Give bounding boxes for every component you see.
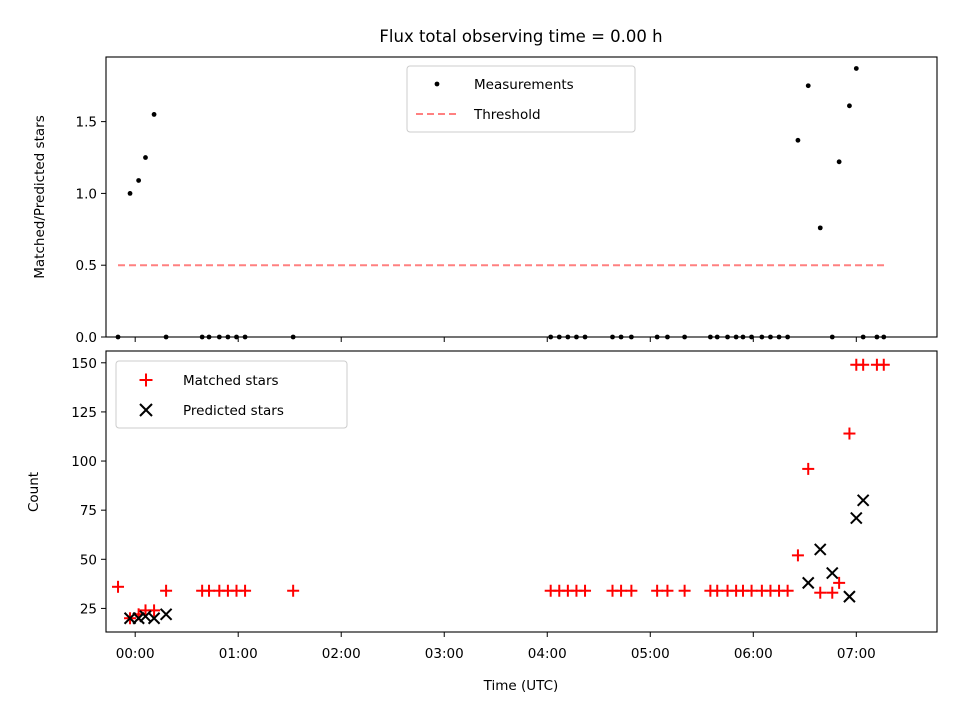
top-plot-marks — [115, 66, 888, 340]
matched-star-point — [203, 584, 216, 597]
x-tick-label: 05:00 — [631, 646, 670, 662]
matched-stars-legend-label: Matched stars — [183, 373, 279, 389]
measurement-point — [795, 137, 801, 143]
matched-star-point — [877, 358, 890, 371]
measurements-legend-label: Measurements — [474, 77, 574, 93]
matched-star-point — [661, 584, 674, 597]
top-y-tick-label: 0.0 — [76, 330, 97, 346]
bottom-y-tick-label: 75 — [80, 503, 97, 519]
matched-star-point — [239, 584, 252, 597]
matched-star-point — [651, 584, 664, 597]
top-plot: 0.0 0.5 1.0 1.5 Matched/Predicted stars Mea… — [32, 56, 938, 346]
top-legend-box — [406, 65, 636, 133]
matched-star-point — [781, 584, 794, 597]
measurement-point — [136, 178, 142, 183]
x-tick-label: 00:00 — [116, 646, 155, 662]
bottom-legend-box — [115, 360, 348, 429]
bottom-plot-y-ticks: 25 50 75 100 125 150 — [71, 356, 106, 617]
top-plot-y-ticks: 0.0 0.5 1.0 1.5 — [76, 115, 106, 346]
matched-star-point — [678, 584, 691, 597]
top-plot-x-ticks — [134, 337, 857, 342]
measurements-legend-marker — [434, 81, 440, 87]
top-y-tick-label: 1.0 — [76, 186, 97, 202]
top-plot-legend: Measurements Threshold — [406, 65, 636, 133]
matched-star-point — [857, 358, 870, 371]
top-plot-y-axis-label: Matched/Predicted stars — [32, 115, 48, 278]
matched-star-point — [843, 427, 856, 440]
matched-star-point — [802, 462, 815, 475]
predicted-star-point — [147, 612, 161, 625]
matched-star-point — [711, 584, 724, 597]
top-y-tick-label: 0.5 — [76, 258, 97, 274]
matched-star-point — [814, 586, 827, 599]
measurement-point — [127, 191, 133, 196]
measurement-point — [143, 155, 148, 160]
bottom-plot-frame — [105, 350, 938, 633]
x-tick-label: 06:00 — [734, 646, 773, 662]
matched-stars-legend-marker — [139, 373, 153, 387]
matched-star-point — [745, 584, 758, 597]
top-plot-frame — [105, 56, 938, 338]
x-axis-label: Time (UTC) — [483, 678, 559, 694]
threshold-legend-label: Threshold — [473, 107, 541, 123]
bottom-y-tick-label: 25 — [80, 601, 97, 617]
matched-star-point — [791, 549, 804, 562]
measurement-point — [151, 112, 157, 117]
bottom-plot: 25 50 75 100 125 150 00:00 01:00 02:00 03:00 04:0… — [26, 350, 938, 694]
predicted-star-point — [802, 576, 815, 590]
figure-title: Flux total observing time = 0.00 h — [379, 27, 662, 46]
matched-star-point — [579, 584, 592, 597]
top-y-tick-label: 1.5 — [76, 115, 97, 131]
matched-star-point — [160, 584, 173, 597]
predicted-star-point — [843, 590, 856, 603]
bottom-plot-x-ticks: 00:00 01:00 02:00 03:00 04:00 05:00 06:00 07:00 — [116, 632, 876, 662]
matched-star-point — [625, 584, 638, 597]
predicted-star-point — [850, 511, 863, 525]
predicted-star-point — [814, 543, 827, 556]
matched-star-point — [615, 584, 628, 597]
x-tick-label: 01:00 — [219, 646, 258, 662]
x-tick-label: 02:00 — [322, 646, 361, 662]
predicted-stars-legend-label: Predicted stars — [183, 403, 284, 419]
bottom-y-tick-label: 125 — [71, 405, 97, 421]
x-tick-label: 04:00 — [528, 646, 567, 662]
x-tick-label: 07:00 — [837, 646, 876, 662]
predicted-star-point — [826, 566, 839, 580]
x-tick-label: 03:00 — [425, 646, 464, 662]
matched-star-point — [833, 576, 846, 589]
measurement-point — [853, 66, 859, 71]
predicted-stars-legend-marker — [139, 403, 153, 417]
bottom-plot-y-axis-label: Count — [26, 472, 42, 512]
matched-star-point — [112, 580, 125, 593]
bottom-plot-legend: Matched stars Predicted stars — [115, 360, 348, 429]
matched-star-point — [826, 586, 839, 599]
matched-star-point — [287, 584, 300, 597]
predicted-star-point — [856, 494, 870, 507]
measurement-point — [836, 159, 842, 165]
bottom-y-tick-label: 150 — [71, 356, 97, 372]
bottom-plot-marks — [112, 358, 890, 625]
predicted-star-point — [132, 612, 145, 625]
measurement-point — [847, 103, 852, 109]
measurement-point — [817, 225, 823, 231]
measurement-point — [805, 83, 811, 89]
predicted-star-point — [159, 608, 173, 621]
bottom-y-tick-label: 50 — [80, 552, 97, 568]
bottom-y-tick-label: 100 — [71, 454, 97, 470]
